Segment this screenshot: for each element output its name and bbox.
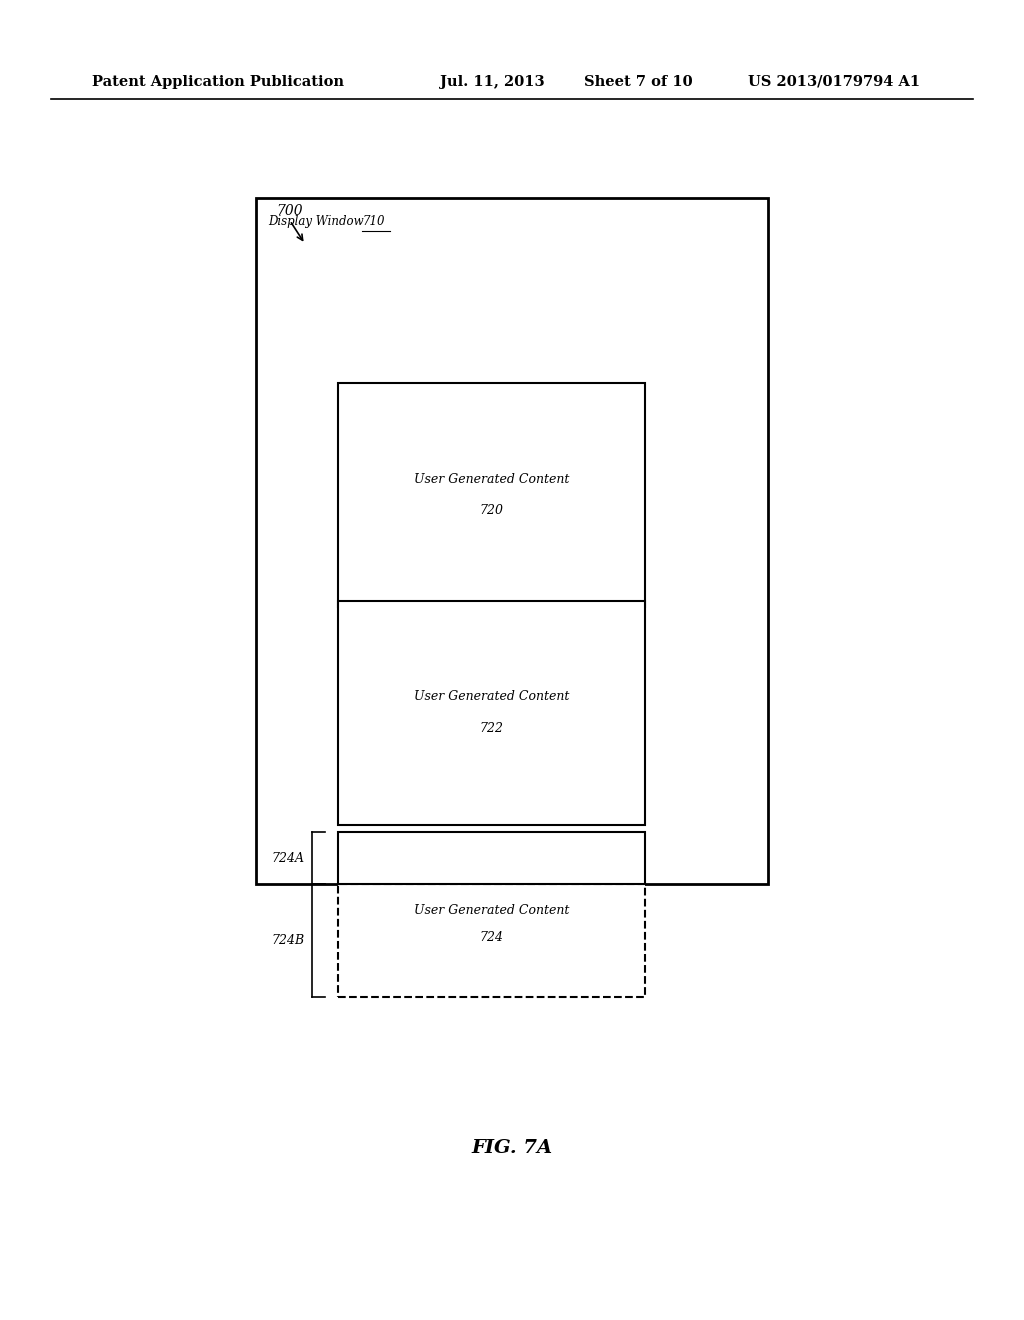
Bar bbox=[338, 383, 645, 607]
Text: US 2013/0179794 A1: US 2013/0179794 A1 bbox=[748, 75, 920, 88]
Text: User Generated Content: User Generated Content bbox=[414, 690, 569, 704]
Text: 724B: 724B bbox=[271, 935, 304, 946]
Text: 700: 700 bbox=[276, 205, 303, 218]
Text: Display Window: Display Window bbox=[268, 215, 368, 228]
Bar bbox=[338, 832, 645, 884]
Text: Patent Application Publication: Patent Application Publication bbox=[92, 75, 344, 88]
Text: 722: 722 bbox=[479, 722, 504, 735]
Bar bbox=[338, 884, 645, 997]
Bar bbox=[256, 198, 768, 884]
Text: 724A: 724A bbox=[271, 851, 304, 865]
Text: User Generated Content: User Generated Content bbox=[414, 904, 569, 917]
Text: 724: 724 bbox=[479, 931, 504, 944]
Text: Jul. 11, 2013: Jul. 11, 2013 bbox=[440, 75, 545, 88]
Bar bbox=[338, 601, 645, 825]
Text: User Generated Content: User Generated Content bbox=[414, 473, 569, 486]
Text: 710: 710 bbox=[362, 215, 385, 228]
Text: FIG. 7A: FIG. 7A bbox=[471, 1139, 553, 1158]
Text: Sheet 7 of 10: Sheet 7 of 10 bbox=[584, 75, 692, 88]
Text: 720: 720 bbox=[479, 504, 504, 517]
